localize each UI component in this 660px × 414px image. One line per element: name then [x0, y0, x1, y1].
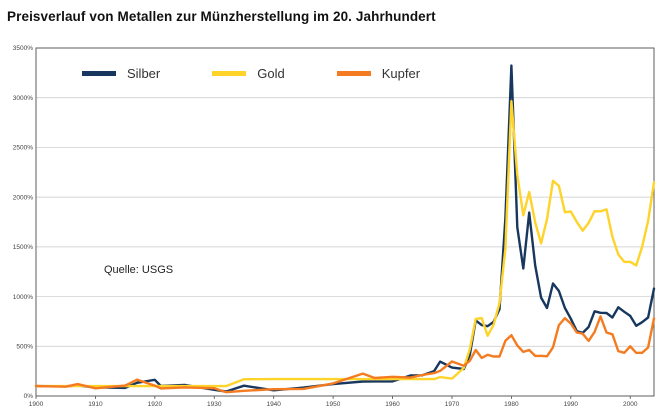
- svg-text:3000%: 3000%: [13, 95, 33, 102]
- svg-text:1920: 1920: [148, 401, 163, 408]
- source-note: Quelle: USGS: [104, 264, 174, 276]
- svg-text:2000: 2000: [623, 401, 638, 408]
- svg-text:3500%: 3500%: [13, 45, 33, 52]
- svg-text:2500%: 2500%: [13, 145, 33, 152]
- svg-text:1900: 1900: [29, 401, 44, 408]
- svg-text:1960: 1960: [385, 401, 400, 408]
- svg-text:1500%: 1500%: [13, 244, 33, 251]
- svg-text:1970: 1970: [445, 401, 460, 408]
- page-title: Preisverlauf von Metallen zur Münzherste…: [7, 9, 436, 24]
- svg-text:2000%: 2000%: [13, 194, 33, 201]
- legend-label-silber: Silber: [127, 66, 161, 81]
- svg-text:1990: 1990: [564, 401, 579, 408]
- kupfer-line-swatch: [336, 71, 371, 76]
- chart-area: 0% 500% 1000% 1500% 2000% 2500% 3000% 3500% 1900…: [0, 44, 660, 414]
- silber-line-swatch: [82, 71, 116, 76]
- legend-item-gold: Gold: [212, 66, 285, 81]
- legend-item-silber: Silber: [82, 66, 160, 81]
- svg-text:1980: 1980: [504, 401, 519, 408]
- chart-legend: Silber Gold Kupfer: [82, 66, 420, 81]
- legend-label-kupfer: Kupfer: [381, 66, 421, 81]
- svg-text:1000%: 1000%: [13, 294, 33, 301]
- svg-text:1940: 1940: [266, 401, 281, 408]
- svg-text:0%: 0%: [24, 393, 34, 400]
- svg-text:1950: 1950: [326, 401, 341, 408]
- svg-text:500%: 500%: [16, 343, 33, 350]
- line-chart: 0% 500% 1000% 1500% 2000% 2500% 3000% 3500% 1900…: [13, 45, 656, 408]
- legend-label-gold: Gold: [257, 66, 285, 81]
- svg-text:1930: 1930: [207, 401, 222, 408]
- legend-item-kupfer: Kupfer: [336, 66, 421, 81]
- gold-line-swatch: [212, 71, 247, 76]
- svg-text:1910: 1910: [88, 401, 103, 408]
